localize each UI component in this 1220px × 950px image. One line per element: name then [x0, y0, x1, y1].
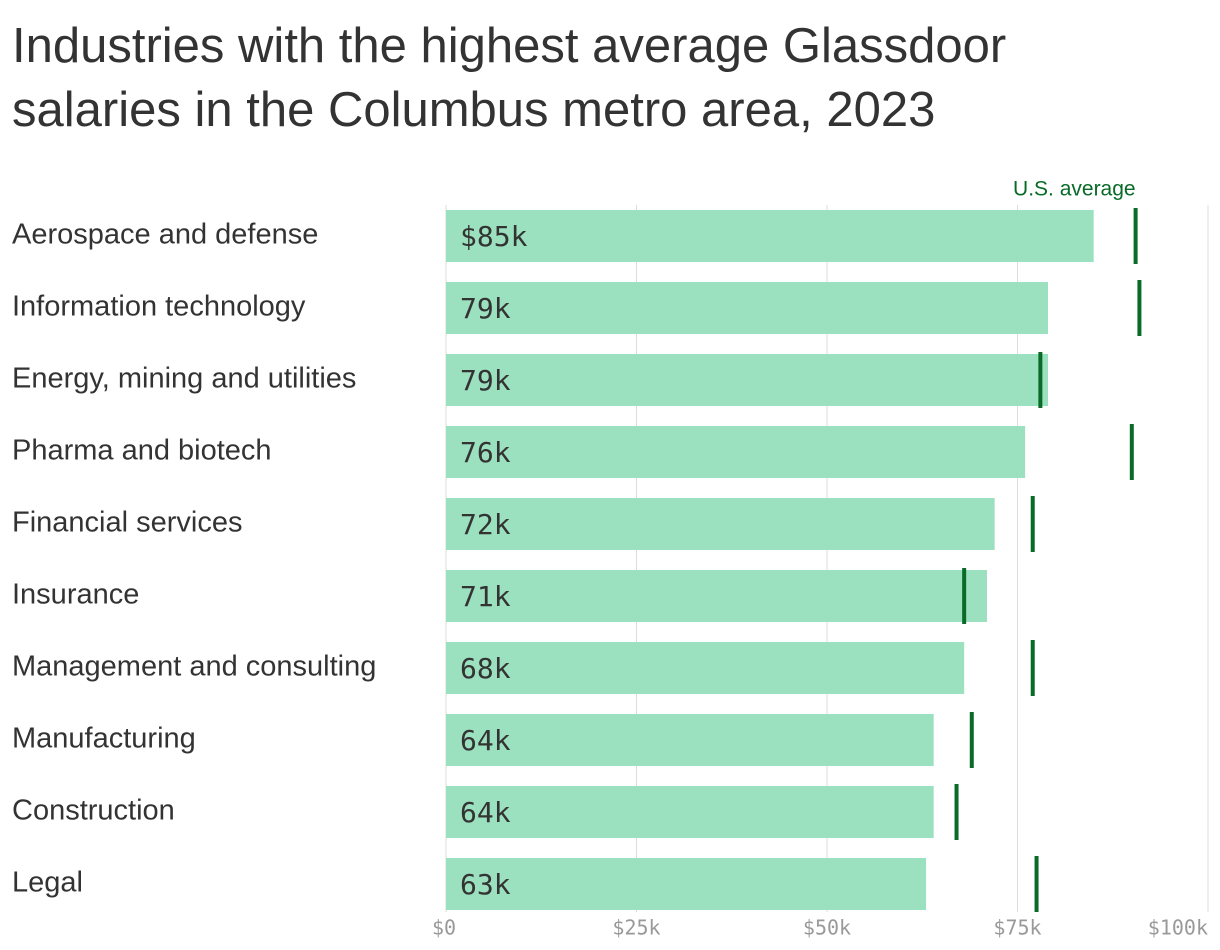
chart-title: Industries with the highest average Glas… — [12, 19, 1007, 137]
category-label: Legal — [12, 867, 83, 899]
bar — [446, 498, 995, 550]
bar — [446, 354, 1048, 406]
category-label: Financial services — [12, 507, 242, 539]
value-label: 64k — [460, 724, 511, 757]
category-label: Manufacturing — [12, 723, 196, 755]
value-label: 64k — [460, 796, 511, 829]
category-label: Management and consulting — [12, 651, 376, 683]
category-label: Information technology — [12, 291, 306, 323]
value-label: 71k — [460, 580, 511, 613]
value-label: 79k — [460, 292, 511, 325]
category-label: Construction — [12, 795, 175, 827]
value-label: 76k — [460, 436, 511, 469]
bar — [446, 786, 934, 838]
value-label: 68k — [460, 652, 511, 685]
bar — [446, 858, 927, 910]
us-average-marker — [1133, 208, 1138, 264]
us-average-marker — [1038, 352, 1043, 408]
us-average-marker — [1129, 424, 1134, 480]
us-average-marker — [1030, 496, 1035, 552]
category-label: Aerospace and defense — [12, 219, 318, 251]
category-label: Pharma and biotech — [12, 435, 272, 467]
bar — [446, 570, 988, 622]
bar — [446, 426, 1026, 478]
us-average-marker — [954, 784, 959, 840]
us-average-marker — [1034, 856, 1039, 912]
bar — [446, 282, 1048, 334]
us-average-marker — [962, 568, 967, 624]
x-tick-label: $0 — [432, 916, 456, 940]
x-tick-label: $75k — [993, 916, 1041, 940]
value-label: 63k — [460, 868, 511, 901]
bar — [446, 642, 965, 694]
value-label: 72k — [460, 508, 511, 541]
value-label: 79k — [460, 364, 511, 397]
x-tick-label: $50k — [803, 916, 851, 940]
bar — [446, 714, 934, 766]
x-tick-label: $100k — [1148, 916, 1208, 940]
us-average-marker — [1030, 640, 1035, 696]
x-tick-label: $25k — [612, 916, 660, 940]
bar — [446, 210, 1094, 262]
category-label: Insurance — [12, 579, 139, 611]
category-label: Energy, mining and utilities — [12, 363, 356, 395]
us-average-marker — [1137, 280, 1142, 336]
us-average-label: U.S. average — [1013, 178, 1136, 201]
us-average-marker — [969, 712, 974, 768]
value-label: $85k — [460, 220, 528, 253]
